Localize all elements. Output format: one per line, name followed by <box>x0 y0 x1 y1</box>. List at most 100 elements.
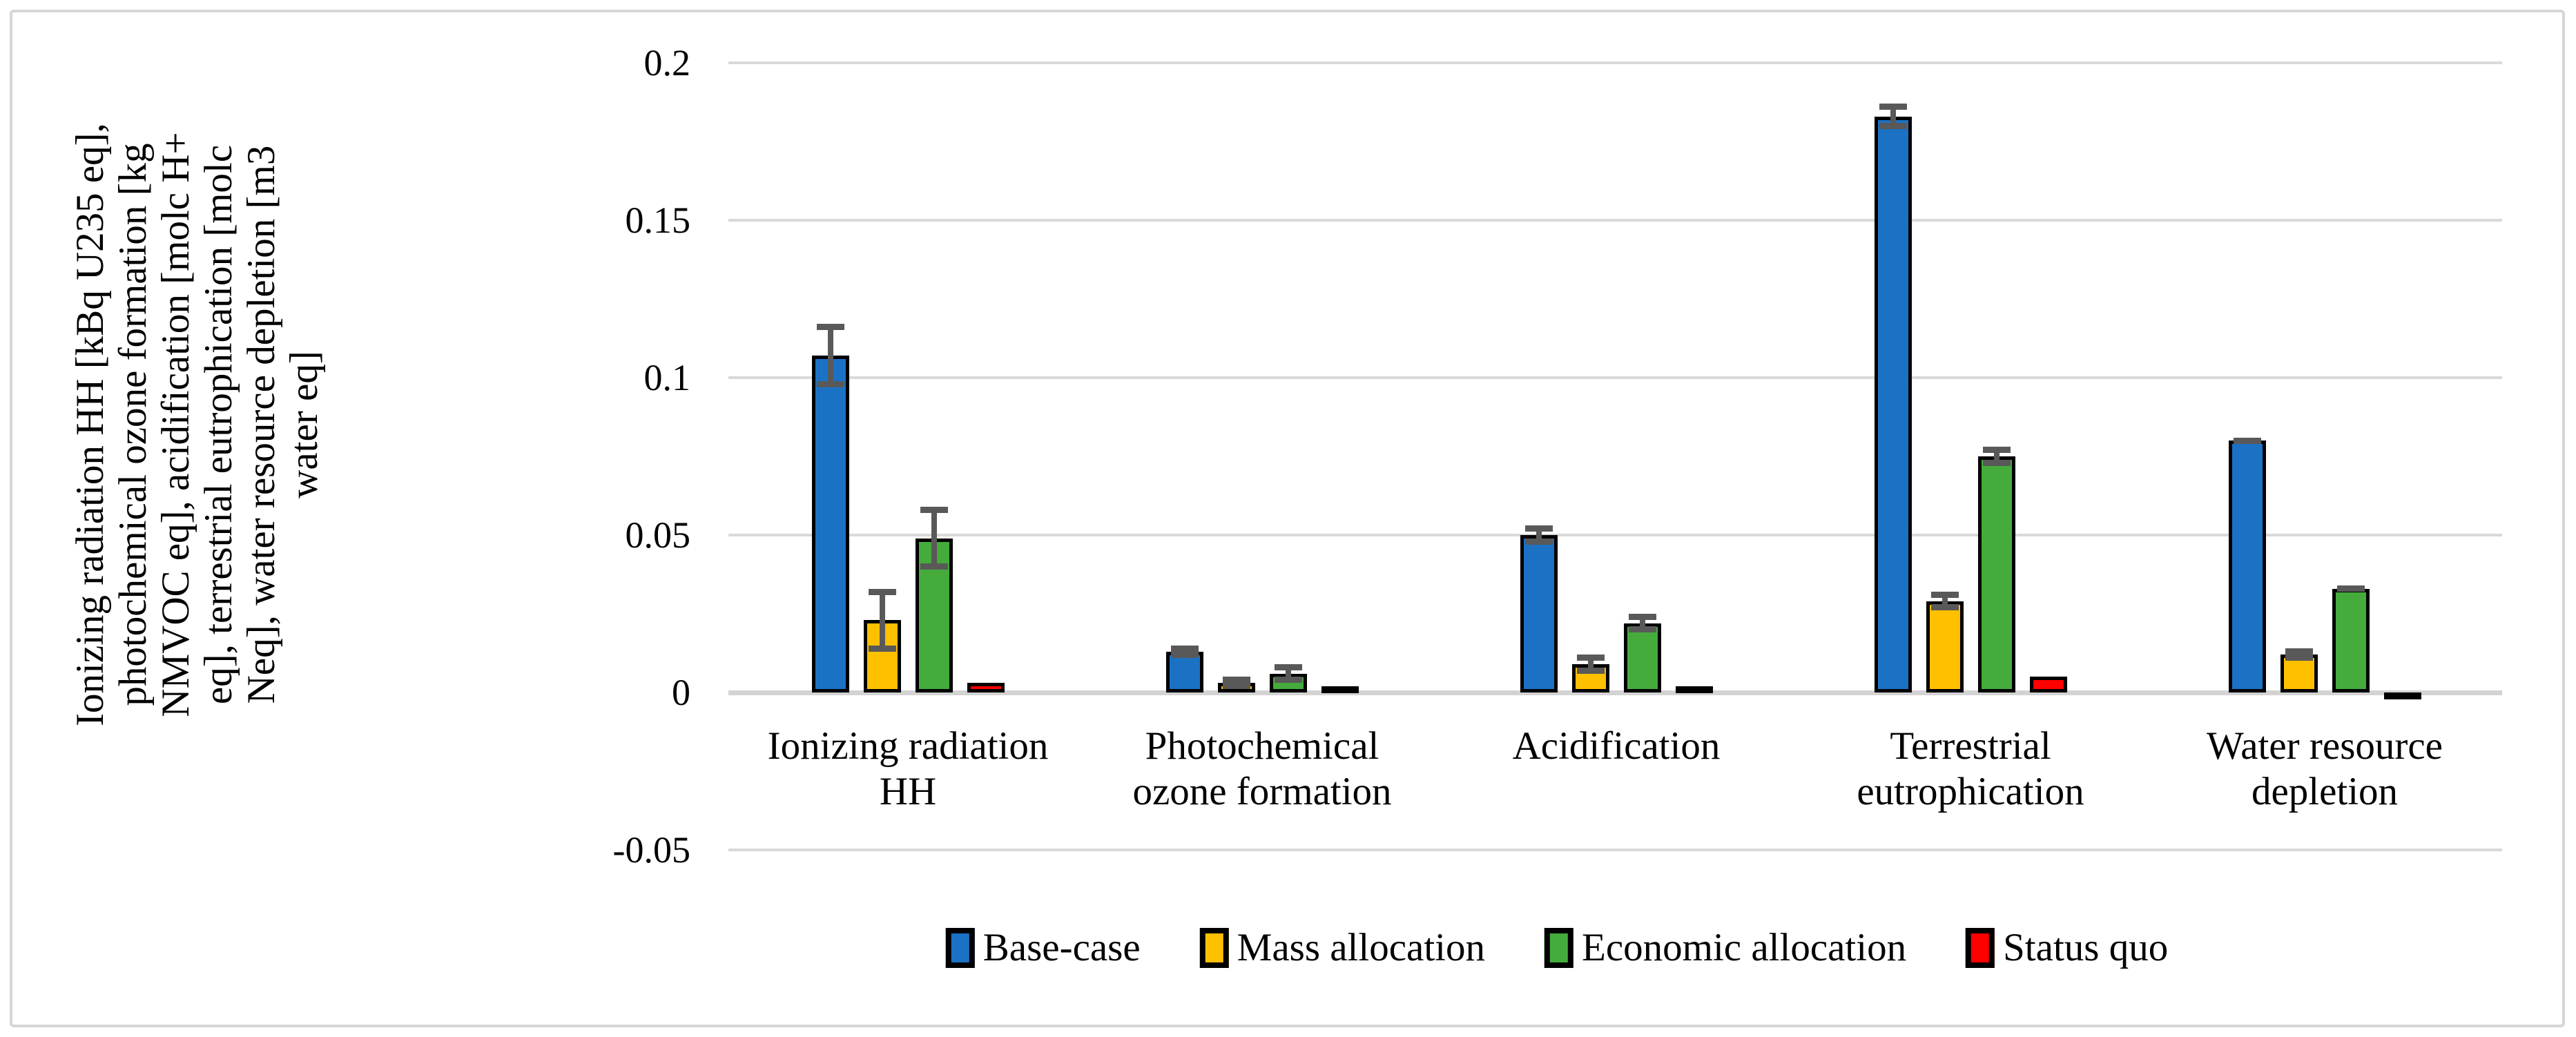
legend-item-base-case: Base-case <box>945 926 1141 970</box>
error-bar-stem <box>931 506 937 570</box>
error-bar <box>1879 104 1907 129</box>
error-bar-cap <box>920 563 948 570</box>
figure-border <box>10 10 2565 1027</box>
error-bar-stem <box>1285 663 1291 684</box>
y-axis-title-line: Ionizing radiation HH [kBq U235 eq], <box>68 123 112 726</box>
chart-legend: Base-case Mass allocation Economic alloc… <box>945 926 2168 970</box>
error-bar-cap <box>920 506 948 513</box>
error-bar-cap <box>1930 604 1959 611</box>
error-bar <box>868 588 896 652</box>
category-label-terrestrial-eutrophication: Terrestrial eutrophication <box>1756 724 2185 815</box>
error-bar-cap <box>816 324 844 331</box>
error-bar <box>1274 663 1302 684</box>
error-bar-cap <box>2285 655 2313 661</box>
bar-economic-allocation-acidification <box>1623 623 1661 692</box>
error-bar-stem <box>1941 592 1948 611</box>
error-bar-cap <box>2233 437 2261 444</box>
error-bar-cap <box>1879 122 1907 129</box>
error-bar-cap <box>1930 592 1959 599</box>
legend-label: Economic allocation <box>1582 926 1907 969</box>
bar-base-case-photochemical-ozone-formation <box>1165 651 1203 692</box>
legend-item-economic-allocation: Economic allocation <box>1544 926 1906 970</box>
bar-status-quo-ionizing-radiation-hh <box>967 683 1005 692</box>
bar-economic-allocation-terrestrial-eutrophication <box>1977 456 2015 692</box>
error-bar-cap <box>1274 677 1302 684</box>
bar-base-case-ionizing-radiation-hh <box>811 356 849 692</box>
category-line: Terrestrial <box>1890 724 2051 768</box>
bar-status-quo-acidification <box>1675 686 1713 693</box>
category-label-acidification: Acidification <box>1402 724 1830 769</box>
y-tick-0.2: 0.2 <box>643 42 691 84</box>
category-line: Acidification <box>1512 724 1721 768</box>
error-bar-stem <box>1639 614 1645 633</box>
error-bar <box>1930 592 1959 611</box>
y-axis-title-line: eq], terrestrial eutrophication [molc <box>197 144 240 705</box>
error-bar-cap <box>1222 683 1250 690</box>
bar-mass-allocation-terrestrial-eutrophication <box>1926 601 1964 692</box>
category-line: Ionizing radiation <box>767 724 1049 768</box>
error-bar-stem <box>827 324 833 387</box>
x-axis-line <box>728 690 2502 695</box>
legend-swatch-status-quo <box>1966 928 1995 968</box>
error-bar-cap <box>1982 447 2011 454</box>
error-bar-cap <box>816 380 844 387</box>
error-bar-cap <box>1170 651 1199 658</box>
y-tick-0: 0 <box>672 672 690 713</box>
bar-mass-allocation-ionizing-radiation-hh <box>863 620 901 692</box>
category-label-water-resource-depletion: Water resource depletion <box>2111 724 2539 815</box>
bar-base-case-terrestrial-eutrophication <box>1874 116 1912 692</box>
error-bar <box>920 506 948 570</box>
error-bar-cap <box>1524 538 1553 545</box>
error-bar-stem <box>1233 677 1239 690</box>
bar-status-quo-terrestrial-eutrophication <box>2029 677 2067 692</box>
error-bar <box>1628 614 1656 633</box>
gridline <box>728 61 2502 64</box>
error-bar-stem <box>2296 648 2302 661</box>
error-bar-stem <box>1587 655 1594 674</box>
error-bar-cap <box>1576 667 1605 674</box>
error-bar <box>816 324 844 387</box>
bar-base-case-acidification <box>1520 535 1558 692</box>
legend-item-mass-allocation: Mass allocation <box>1199 926 1486 970</box>
y-tick-0.15: 0.15 <box>625 200 691 241</box>
y-axis-title-line: water eq] <box>282 351 326 498</box>
y-tick--0.05: -0.05 <box>612 829 690 871</box>
error-bar-cap <box>2285 648 2313 655</box>
legend-label: Mass allocation <box>1237 926 1486 969</box>
category-line: eutrophication <box>1857 770 2084 813</box>
category-label-ionizing-radiation-hh: Ionizing radiation HH <box>694 724 1122 815</box>
y-axis-title-line: Neq], water resource depletion [m3 <box>240 145 283 704</box>
y-tick-0.05: 0.05 <box>625 514 691 556</box>
bar-base-case-water-resource-depletion <box>2228 440 2266 692</box>
legend-swatch-economic-allocation <box>1544 928 1574 968</box>
gridline <box>728 849 2502 851</box>
error-bar <box>2285 648 2313 661</box>
gridline <box>728 219 2502 222</box>
bar-status-quo-water-resource-depletion <box>2383 692 2421 699</box>
category-line: Photochemical <box>1145 724 1379 768</box>
legend-label: Status quo <box>2003 926 2169 969</box>
y-axis-title-line: NMVOC eq], acidification [molc H+ <box>154 132 197 717</box>
error-bar-stem <box>879 588 885 652</box>
category-label-photochemical-ozone-formation: Photochemical ozone formation <box>1048 724 1476 815</box>
y-axis-title-line: photochemical ozone formation [kg <box>111 143 155 706</box>
legend-swatch-mass-allocation <box>1199 928 1229 968</box>
error-bar-cap <box>1274 663 1302 670</box>
error-bar-cap <box>1576 655 1605 661</box>
error-bar-cap <box>1982 459 2011 466</box>
error-bar-stem <box>1890 104 1896 129</box>
category-line: Water resource <box>2207 724 2443 768</box>
legend-item-status-quo: Status quo <box>1966 926 2168 970</box>
error-bar <box>1222 677 1250 690</box>
error-bar <box>2233 437 2261 444</box>
y-tick-0.1: 0.1 <box>643 357 691 398</box>
error-bar <box>1576 655 1605 674</box>
category-line: depletion <box>2251 770 2399 813</box>
bar-economic-allocation-water-resource-depletion <box>2332 588 2370 692</box>
legend-swatch-base-case <box>945 928 975 968</box>
category-line: ozone formation <box>1132 770 1392 813</box>
error-bar-stem <box>1181 645 1188 658</box>
gridline <box>728 534 2502 536</box>
error-bar <box>1170 645 1199 658</box>
error-bar <box>2336 585 2365 592</box>
